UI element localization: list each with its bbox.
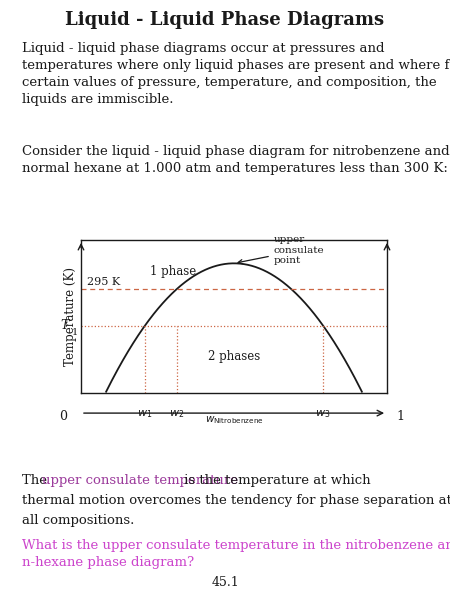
- Text: 295 K: 295 K: [87, 277, 120, 287]
- Text: What is the upper consulate temperature in the nitrobenzene and
n-hexane phase d: What is the upper consulate temperature …: [22, 539, 450, 569]
- Text: 2 phases: 2 phases: [208, 350, 260, 363]
- Text: is the temperature at which: is the temperature at which: [180, 474, 371, 487]
- Text: T: T: [60, 319, 69, 332]
- Y-axis label: Temperature (K): Temperature (K): [64, 267, 77, 366]
- Text: Liquid - Liquid Phase Diagrams: Liquid - Liquid Phase Diagrams: [65, 11, 385, 29]
- Text: thermal motion overcomes the tendency for phase separation at: thermal motion overcomes the tendency fo…: [22, 494, 450, 507]
- Text: Consider the liquid - liquid phase diagram for nitrobenzene and
normal hexane at: Consider the liquid - liquid phase diagr…: [22, 145, 450, 175]
- Text: 1: 1: [396, 410, 405, 424]
- Text: $w_1$: $w_1$: [137, 408, 153, 420]
- Text: upper
consulate
point: upper consulate point: [238, 235, 324, 265]
- Text: all compositions.: all compositions.: [22, 514, 135, 527]
- Text: 1 phase: 1 phase: [150, 265, 196, 278]
- Text: upper consulate temperature: upper consulate temperature: [42, 474, 238, 487]
- Text: $w_{\rm Nitrobenzene}$: $w_{\rm Nitrobenzene}$: [205, 414, 263, 426]
- Text: $w_2$: $w_2$: [169, 408, 184, 420]
- Text: The: The: [22, 474, 52, 487]
- Text: 0: 0: [59, 410, 67, 424]
- Text: $w_3$: $w_3$: [315, 408, 331, 420]
- Text: 45.1: 45.1: [211, 576, 239, 589]
- Text: 1: 1: [72, 328, 78, 337]
- Text: Liquid - liquid phase diagrams occur at pressures and
temperatures where only li: Liquid - liquid phase diagrams occur at …: [22, 42, 450, 106]
